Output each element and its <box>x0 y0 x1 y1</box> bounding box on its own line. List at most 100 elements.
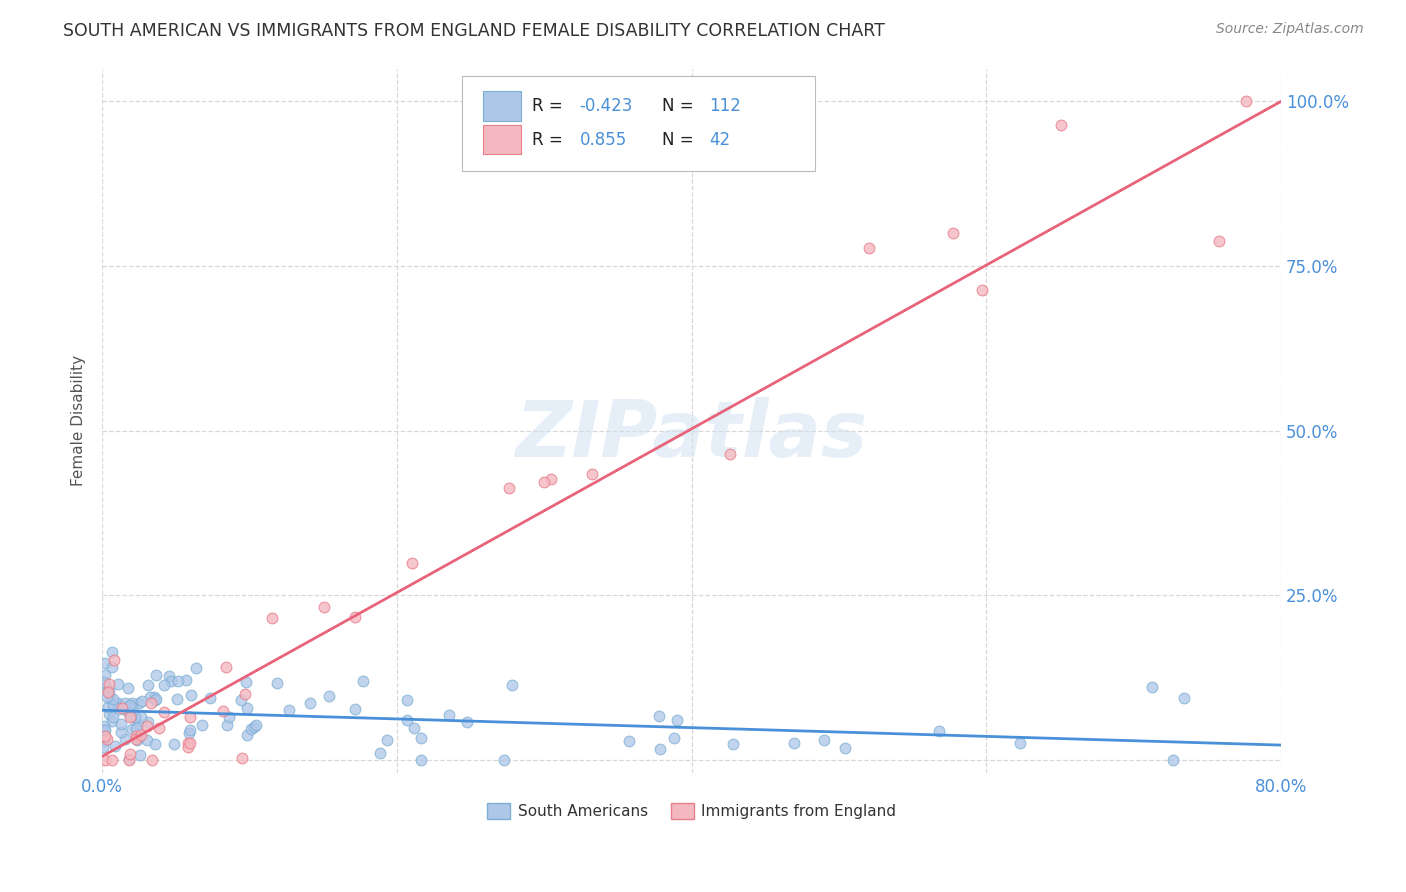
Point <box>139 696 162 710</box>
Point <box>148 722 170 736</box>
Point <box>108 702 131 716</box>
Point <box>266 676 288 690</box>
Point <box>97 684 120 698</box>
Point <box>101 753 124 767</box>
FancyBboxPatch shape <box>482 125 520 154</box>
Point <box>343 610 366 624</box>
Point <box>235 701 257 715</box>
Point <box>153 705 176 719</box>
Point <box>215 659 238 673</box>
Point <box>174 673 197 688</box>
Point <box>783 737 806 751</box>
Point <box>540 472 562 486</box>
Point <box>648 742 671 756</box>
Point <box>124 710 146 724</box>
Text: SOUTH AMERICAN VS IMMIGRANTS FROM ENGLAND FEMALE DISABILITY CORRELATION CHART: SOUTH AMERICAN VS IMMIGRANTS FROM ENGLAN… <box>63 22 886 40</box>
Point <box>114 731 136 746</box>
Point <box>145 692 167 706</box>
Point <box>179 735 201 749</box>
Text: 112: 112 <box>709 97 741 115</box>
Point <box>93 719 115 733</box>
Point <box>972 283 994 297</box>
Point <box>128 730 150 744</box>
Point <box>143 738 166 752</box>
Point <box>100 691 122 706</box>
Point <box>103 698 125 712</box>
Point <box>260 611 283 625</box>
Point <box>114 696 136 710</box>
Point <box>97 677 120 691</box>
Point <box>93 675 115 690</box>
Point <box>117 753 139 767</box>
Point <box>121 696 143 710</box>
Point <box>723 737 745 751</box>
Point <box>141 753 163 767</box>
Point <box>212 704 235 718</box>
Point <box>409 731 432 746</box>
Point <box>91 723 114 737</box>
Point <box>177 726 200 740</box>
Point <box>136 719 159 733</box>
Point <box>94 723 117 737</box>
Point <box>401 556 423 570</box>
Point <box>97 707 120 722</box>
Point <box>501 678 523 692</box>
Point <box>242 720 264 734</box>
Point <box>662 731 685 745</box>
Point <box>129 710 152 724</box>
Point <box>581 467 603 481</box>
Point <box>107 696 129 710</box>
Point <box>110 716 132 731</box>
Text: R =: R = <box>533 130 568 149</box>
Point <box>245 718 267 732</box>
Point <box>121 699 143 714</box>
Point <box>1010 736 1032 750</box>
Point <box>402 722 425 736</box>
Point <box>93 734 115 748</box>
Text: N =: N = <box>662 130 699 149</box>
Text: 42: 42 <box>709 130 730 149</box>
Point <box>120 747 142 761</box>
Point <box>186 661 208 675</box>
Point <box>101 709 124 723</box>
Point <box>1140 681 1163 695</box>
Point <box>136 733 159 747</box>
Point <box>93 723 115 738</box>
Point <box>233 687 256 701</box>
Point <box>94 753 117 767</box>
Point <box>101 714 124 729</box>
Point <box>180 688 202 702</box>
Point <box>1173 691 1195 706</box>
Point <box>312 600 335 615</box>
Point <box>145 668 167 682</box>
Point <box>163 737 186 751</box>
Point <box>120 698 142 713</box>
Point <box>218 710 240 724</box>
Point <box>648 708 671 723</box>
Point <box>125 731 148 746</box>
Point <box>344 702 367 716</box>
Point <box>1208 234 1230 248</box>
Point <box>94 656 117 670</box>
Point <box>91 740 114 755</box>
Point <box>858 241 880 255</box>
Point <box>277 704 299 718</box>
Point <box>235 674 257 689</box>
Point <box>97 700 120 714</box>
Point <box>456 715 478 730</box>
Point <box>117 681 139 695</box>
Point <box>179 723 201 738</box>
Point <box>217 718 239 732</box>
Point <box>813 733 835 747</box>
Point <box>1161 753 1184 767</box>
Point <box>129 747 152 762</box>
Point <box>411 753 433 767</box>
Point <box>121 722 143 736</box>
Point <box>101 692 124 706</box>
Point <box>107 698 129 713</box>
Point <box>157 668 180 682</box>
Point <box>142 690 165 704</box>
Point <box>127 716 149 731</box>
Point <box>107 677 129 691</box>
Point <box>117 699 139 714</box>
